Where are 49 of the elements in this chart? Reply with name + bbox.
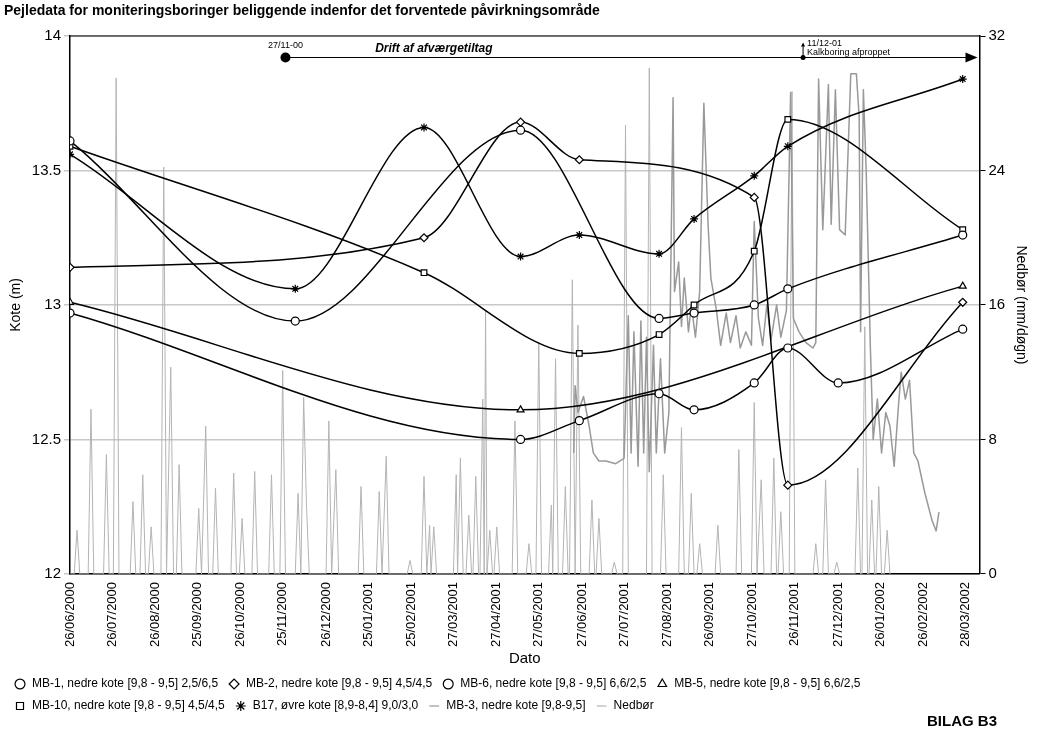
- x-tick-label: 27/03/2001: [444, 581, 460, 648]
- x-tick-label: 27/06/2001: [573, 581, 589, 648]
- y2-tick-label: 32: [988, 26, 1006, 44]
- chart-title: Pejledata for moniteringsboringer beliggende indenfor det forventede påvirkningsområde: [4, 2, 600, 18]
- x-tick-label: 26/12/2000: [317, 581, 333, 648]
- y2-tick-label: 8: [988, 429, 997, 447]
- x-tick-label: 25/02/2001: [402, 581, 418, 648]
- x-tick-label: 25/09/2000: [188, 581, 204, 648]
- x-tick-label: 26/08/2000: [146, 581, 162, 648]
- y-tick-label: 12.5: [31, 429, 61, 447]
- x-tick-label: 26/02/2002: [915, 581, 931, 648]
- y-tick-label: 14: [44, 26, 61, 44]
- x-tick-label: 27/07/2001: [615, 581, 631, 648]
- x-tick-label: 26/07/2000: [103, 581, 119, 648]
- y-tick-label: 13: [44, 295, 61, 313]
- x-axis-title: Dato: [508, 649, 541, 667]
- y-tick-label: 12: [44, 564, 61, 582]
- x-tick-label: 26/06/2000: [61, 581, 77, 648]
- x-tick-label: 27/10/2001: [744, 581, 760, 648]
- x-tick-label: 26/01/2002: [871, 581, 887, 648]
- y-axis-title: Kote (m): [7, 278, 24, 332]
- x-tick-label: 26/11/2001: [786, 581, 802, 647]
- x-tick-label: 27/12/2001: [829, 581, 845, 648]
- x-tick-label: 28/03/2002: [957, 581, 973, 648]
- y2-tick-label: 16: [988, 295, 1006, 313]
- x-tick-label: 25/01/2001: [359, 581, 375, 648]
- legend-label: MB-1, nedre kote [9,8 - 9,5] 2,5/6,5: [32, 676, 219, 691]
- legend-label: B17, øvre kote [8,9-8,4] 9,0/3,0: [252, 698, 419, 713]
- legend-label: MB-3, nedre kote [9,8-9,5]: [446, 698, 586, 713]
- legend-label: MB-6, nedre kote [9,8 - 9,5] 6,6/2,5: [460, 676, 647, 691]
- x-tick-label: 27/08/2001: [659, 581, 675, 648]
- annotation: 11/12-01: [807, 37, 842, 48]
- x-tick-label: 27/05/2001: [530, 581, 546, 648]
- x-tick-label: 26/10/2000: [232, 581, 248, 648]
- x-tick-label: 25/11/2000: [274, 581, 290, 647]
- text: BILAG B3: [926, 712, 997, 729]
- y-tick-label: 13.5: [31, 160, 61, 178]
- legend-label: Nedbør: [613, 698, 654, 713]
- annotation: 27/11-00: [268, 39, 303, 50]
- legend-label: MB-2, nedre kote [9,8 - 9,5] 4,5/4,5: [246, 676, 433, 691]
- legend-label: MB-10, nedre kote [9,8 - 9,5] 4,5/4,5: [32, 698, 226, 713]
- y2-axis-title: Nedbør (mm/døgn): [1013, 245, 1030, 365]
- y2-tick-label: 0: [988, 564, 997, 582]
- annotation: Kalkboring afproppet: [807, 46, 891, 57]
- annotation: Drift af afværgetiltag: [375, 40, 494, 55]
- x-tick-label: 27/04/2001: [488, 581, 504, 648]
- y2-tick-label: 24: [988, 160, 1006, 178]
- legend-label: MB-5, nedre kote [9,8 - 9,5] 6,6/2,5: [674, 676, 861, 691]
- x-tick-label: 26/09/2001: [701, 581, 717, 648]
